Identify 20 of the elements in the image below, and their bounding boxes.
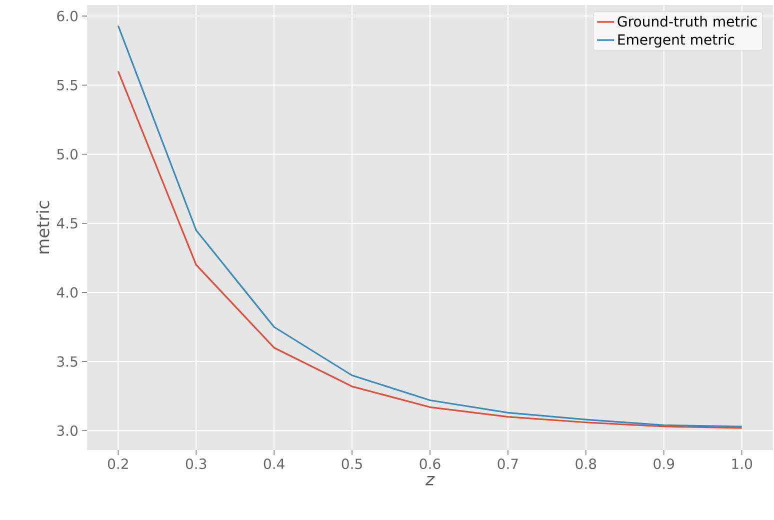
y-tick-label: 5.0 [57, 148, 78, 160]
x-tick-label: 1.0 [732, 458, 752, 470]
y-tick-label: 3.5 [57, 356, 78, 367]
x-axis-title: z [425, 476, 435, 486]
y-tick-label: 3.0 [57, 425, 78, 436]
x-tick-label: 0.7 [498, 458, 518, 470]
x-tick-label: 0.4 [264, 458, 284, 470]
legend-label: Ground-truth metric [618, 16, 757, 27]
legend-label: Emergent metric [618, 34, 734, 48]
y-axis-title: metric [36, 201, 50, 254]
x-tick-label: 0.6 [420, 458, 440, 470]
y-tick-label: 5.5 [57, 80, 78, 90]
y-tick-label: 4.0 [56, 287, 78, 298]
y-tick-label: 4.5 [56, 218, 78, 229]
x-tick-label: 0.8 [576, 458, 596, 470]
x-tick-label: 0.5 [342, 458, 362, 470]
x-tick-label: 0.2 [108, 458, 128, 470]
y-tick-label: 6.0 [57, 10, 78, 22]
x-tick-label: 0.9 [654, 458, 674, 470]
x-tick-label: 0.3 [186, 458, 206, 470]
